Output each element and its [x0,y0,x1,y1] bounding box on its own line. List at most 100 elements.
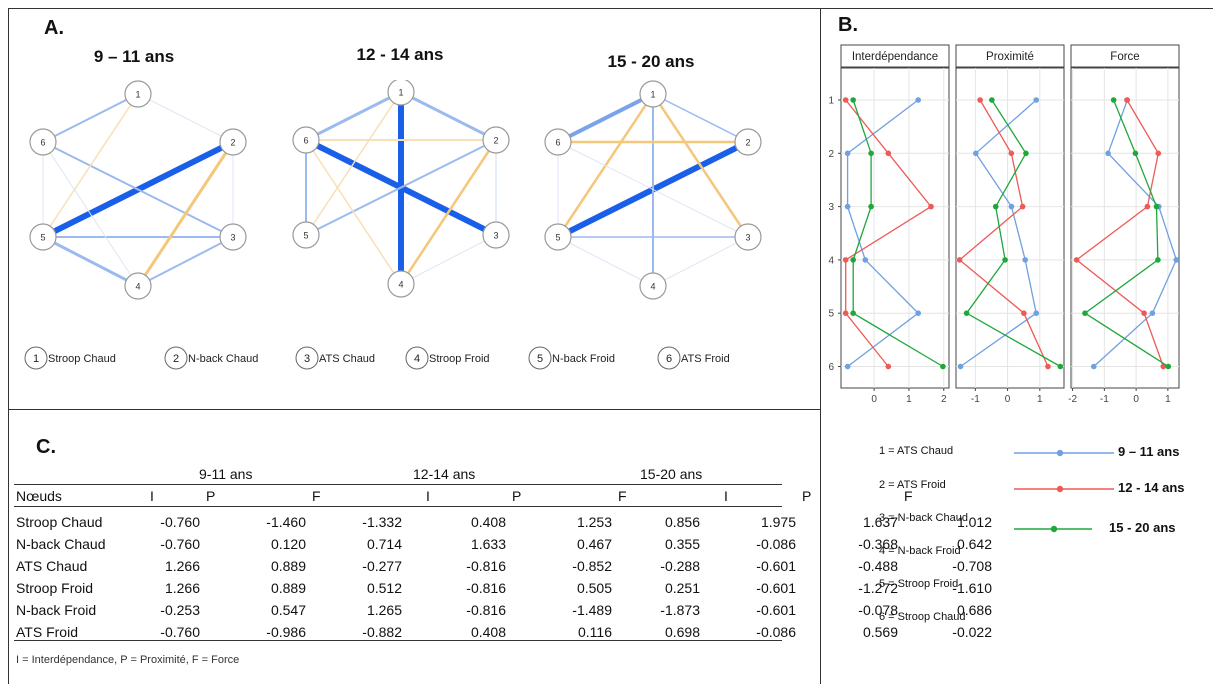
table-cell: 0.856 [664,514,700,530]
network-node-label: 5 [303,231,308,241]
table-cell: 1.633 [470,536,506,552]
table-cell: -1.873 [660,602,700,618]
series-point [1155,150,1162,157]
network-node-label: 2 [230,138,235,148]
network-edge [557,236,654,287]
facet-title: Force [1110,51,1139,63]
table-cell: 1.253 [576,514,612,530]
table-rule-top [14,484,782,485]
series-line [965,99,1061,368]
network-node-label: 6 [303,136,308,146]
table-cell: -0.086 [756,624,796,640]
node-key-item: 5 = Stroop Froid [879,578,959,590]
network-node [387,80,415,106]
node-legend-circle [405,346,429,370]
x-tick-label: -1 [1100,394,1109,405]
x-tick-label: -2 [1068,394,1077,405]
y-tick-label: 6 [828,362,834,373]
series-point [868,203,874,210]
table-cell: 0.116 [578,624,612,640]
node-key-item: 4 = N-back Froid [879,545,961,557]
y-tick-label: 5 [828,309,834,320]
node-legend-number: 1 [33,353,39,365]
facet-1: Proximité -1 0 1 [955,44,1065,405]
table-group-15-20: 15-20 ans [640,466,703,482]
series-point [956,257,963,263]
x-tick-label: 2 [941,394,947,405]
network-edge [305,139,497,236]
x-tick-label: 0 [1005,394,1011,405]
table-cell: -0.760 [160,536,200,552]
network-node-label: 4 [135,282,140,292]
series-line [852,99,944,368]
series-point [1110,97,1117,103]
node-legend-label: Stroop Chaud [48,353,116,365]
series-point [1141,310,1147,317]
network-node [639,272,667,300]
network-node [292,221,320,249]
series-point [844,203,851,210]
table-footnote: I = Interdépendance, P = Proximité, F = … [16,654,240,666]
network-edge [652,93,749,143]
series-point [1019,203,1026,210]
table-row: Stroop Froid 1.266 0.889 0.512 -0.816 0.505 0.… [16,577,992,599]
table-cell: 1.266 [164,580,200,596]
table-cell: -0.882 [362,624,402,640]
network-edge [557,92,654,144]
series-line [846,99,920,368]
network-edge [42,141,234,238]
table-header-cell: I [426,488,430,504]
table-row-label: Stroop Froid [16,580,94,596]
table-row-label: Stroop Chaud [16,514,103,530]
network-node [734,128,762,156]
series-line [1083,99,1169,368]
table-header-row: Nœuds I P F I P F I P F [16,485,992,507]
series-point [989,97,995,103]
table-header-cell: P [802,488,812,504]
table-row-label: N-back Chaud [16,536,106,552]
network-node-label: 3 [493,231,498,241]
series-point [963,310,970,317]
facet-panel [1070,67,1180,389]
table-cell: -0.986 [266,624,306,640]
network-edge [42,141,139,287]
series-point [844,150,851,157]
table-row: ATS Chaud 1.266 0.889 -0.277 -0.816 -0.852 -0.… [16,555,992,577]
facet-title: Proximité [986,51,1034,63]
table-cell: 0.512 [366,580,402,596]
node-legend-number: 5 [537,353,543,365]
x-tick-label: 1 [1037,394,1043,405]
node-legend-number: 3 [304,353,310,365]
series-point [1023,150,1029,157]
age-legend-label: 15 - 20 ans [1109,520,1176,535]
facet-strip [840,44,950,68]
centrality-line-chart: Interdépendance 0 1 2 Proximité -1 0 1 Force -2 -1… [828,44,1180,405]
table-cell: 0.408 [470,514,506,530]
network-1: 1 2 3 4 5 6 [292,80,510,298]
node-legend-circle [528,346,552,370]
network-edge [399,139,498,285]
series-point [957,363,964,370]
table-cell: 0.408 [470,624,506,640]
network-node-label: 5 [40,233,45,243]
table-cell: -0.708 [952,558,992,574]
series-point [1124,97,1130,103]
table-cell: -0.816 [466,580,506,596]
network-node [29,223,57,251]
panel-b-label: B. [838,14,858,36]
table-rule-header [14,506,782,507]
x-tick-label: 1 [906,394,912,405]
facet-strip [1070,44,1180,68]
node-legend-circle [164,346,188,370]
series-point [842,97,849,103]
network-node-label: 2 [745,138,750,148]
network-node-label: 1 [650,90,655,100]
centrality-table: Nœuds I P F I P F I P F Stroop Chaud -0.760 -1.460 -1… [16,485,992,643]
series-line [845,99,932,367]
table-cell: 0.698 [664,624,700,640]
node-legend-label: Stroop Froid [429,353,490,365]
table-row: N-back Chaud -0.760 0.120 0.714 1.633 0.467 0.… [16,533,992,555]
series-point [1132,150,1139,157]
table-header-cell: I [724,488,728,504]
network-node-label: 5 [555,233,560,243]
